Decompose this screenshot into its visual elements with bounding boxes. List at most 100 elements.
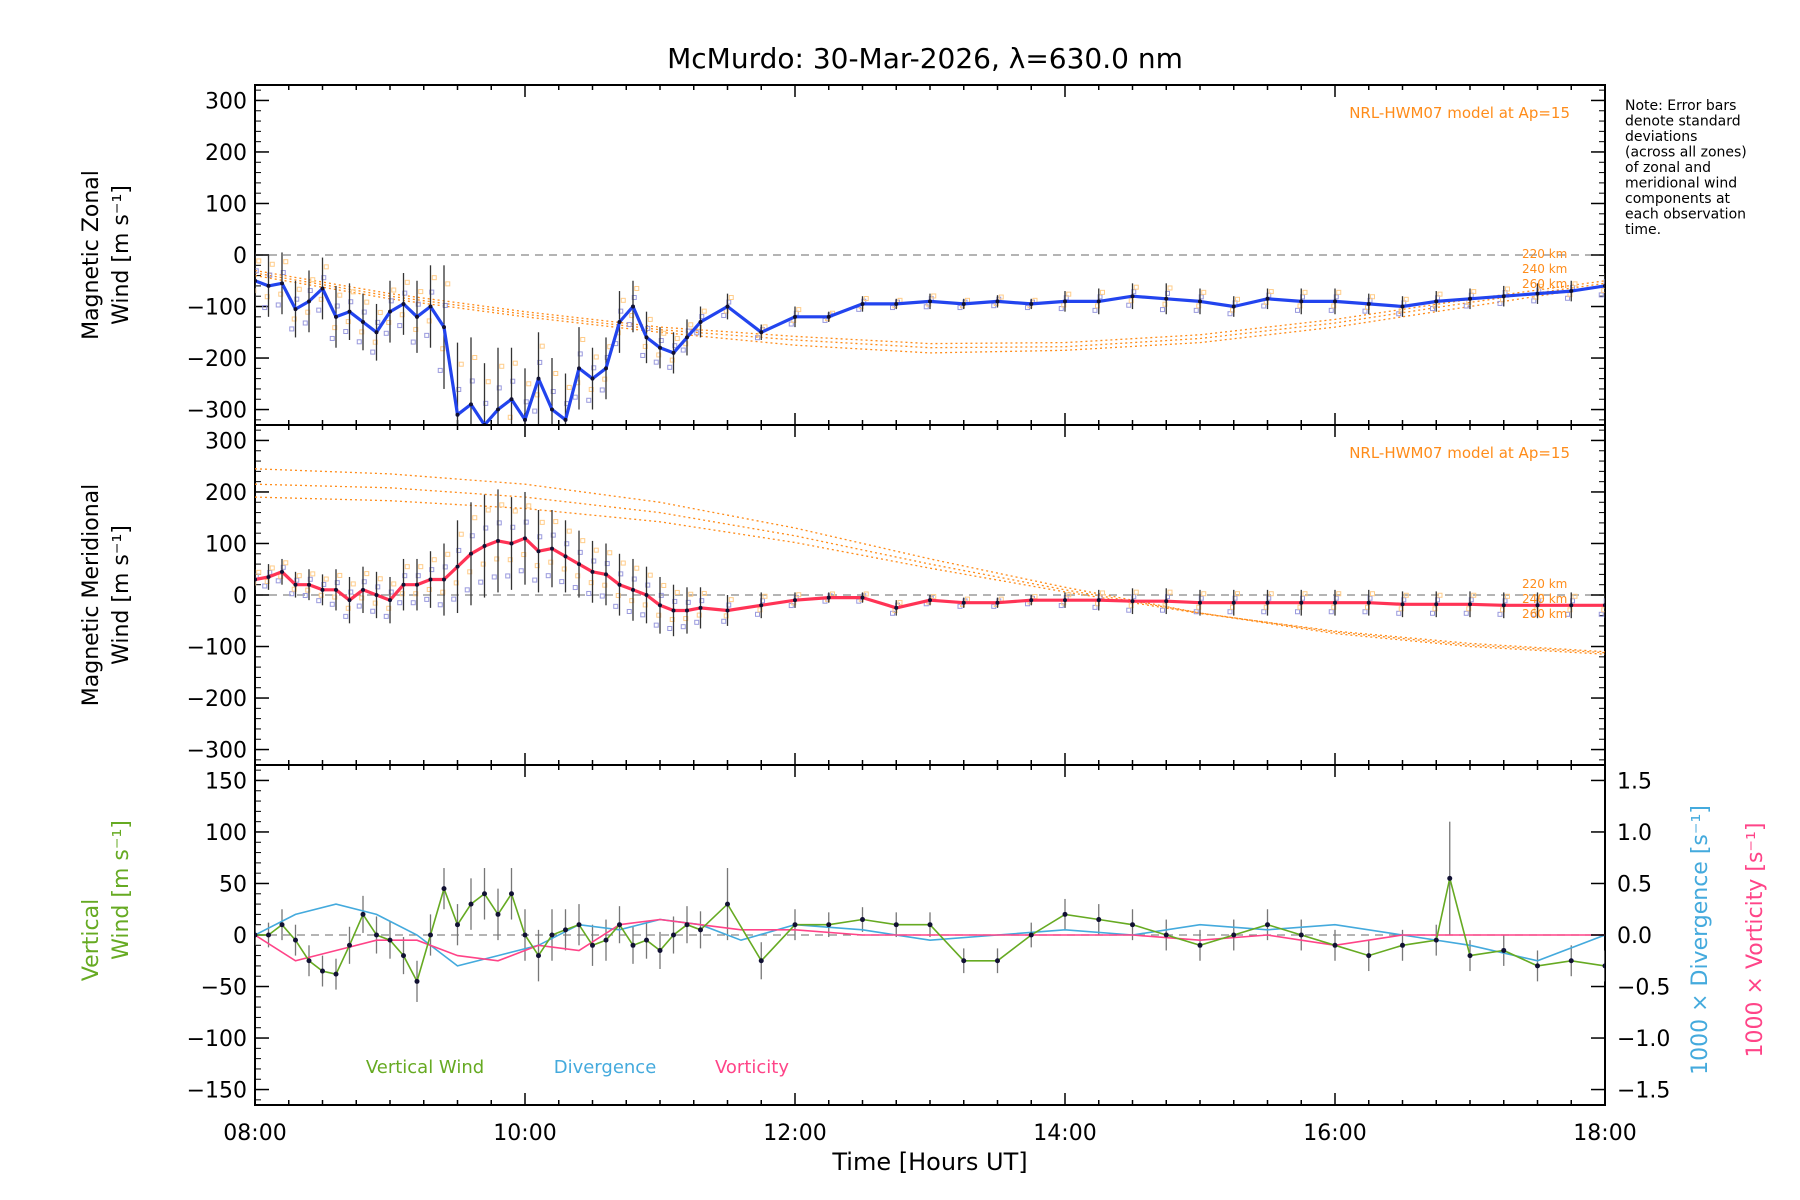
data-point xyxy=(388,598,392,603)
note-line: components at xyxy=(1625,191,1731,207)
data-point xyxy=(1299,600,1304,605)
zone-point xyxy=(669,616,675,622)
zone-point xyxy=(586,397,592,403)
zone-point xyxy=(1297,604,1303,610)
zone-point xyxy=(613,603,619,609)
zone-point xyxy=(1302,591,1308,597)
zone-point xyxy=(1336,591,1342,597)
zone-point xyxy=(602,582,608,588)
data-point xyxy=(576,922,582,928)
data-point xyxy=(523,417,527,422)
data-point xyxy=(347,942,352,948)
zone-point xyxy=(332,594,338,600)
model-label: NRL-HWM07 model at Ap=15 xyxy=(1349,104,1570,122)
zone-point xyxy=(296,573,302,579)
data-point xyxy=(1063,299,1067,304)
data-point xyxy=(1434,299,1439,304)
zone-point xyxy=(440,346,446,352)
zone-point xyxy=(343,329,349,334)
y-axis-label: Magnetic Meridional xyxy=(79,484,104,706)
data-point xyxy=(1603,603,1605,608)
zone-point xyxy=(553,370,559,376)
data-point xyxy=(860,595,865,600)
data-point xyxy=(793,598,797,603)
zone-point xyxy=(645,582,651,588)
zone-point xyxy=(1165,290,1170,296)
zone-point xyxy=(491,574,497,580)
data-point xyxy=(455,564,460,569)
note-line: (across all zones) xyxy=(1625,145,1747,161)
data-point xyxy=(603,937,609,943)
data-point xyxy=(374,593,379,597)
data-point xyxy=(927,922,933,928)
data-point xyxy=(550,546,554,551)
data-point xyxy=(415,314,419,319)
zone-point xyxy=(512,360,518,366)
zone-point xyxy=(1302,289,1308,295)
zone-point xyxy=(506,433,510,437)
data-point xyxy=(563,417,568,422)
zone-point xyxy=(275,302,281,308)
zone-point xyxy=(1198,595,1204,601)
zone-point xyxy=(653,622,659,628)
data-point xyxy=(334,587,338,592)
zone-point xyxy=(526,503,532,509)
data-point xyxy=(469,551,473,556)
zone-point xyxy=(383,330,389,336)
zone-point xyxy=(1165,594,1170,600)
zone-point xyxy=(591,558,597,564)
zone-point xyxy=(481,445,485,449)
zone-point xyxy=(456,386,462,392)
x-axis-label: Time [Hours UT] xyxy=(831,1148,1027,1176)
zone-point xyxy=(561,566,567,572)
zone-point xyxy=(453,580,459,586)
zone-point xyxy=(413,591,419,597)
zone-point xyxy=(580,336,586,342)
data-point xyxy=(1569,289,1574,294)
y-tick-label: 0 xyxy=(233,584,247,609)
zone-point xyxy=(1471,592,1477,598)
zone-point xyxy=(334,580,340,586)
zone-point xyxy=(685,328,691,334)
zone-point xyxy=(607,550,613,556)
zone-point xyxy=(634,285,640,291)
zone-point xyxy=(620,297,626,303)
data-point xyxy=(590,942,595,948)
zone-point xyxy=(429,289,435,295)
zone-point xyxy=(1100,289,1105,295)
zone-point xyxy=(667,625,673,631)
zone-point xyxy=(532,408,538,414)
zone-point xyxy=(256,258,262,264)
zone-point xyxy=(534,392,540,398)
data-point xyxy=(657,947,663,953)
data-point xyxy=(347,309,352,314)
zone-point xyxy=(647,316,653,322)
zone-point xyxy=(345,319,351,325)
zone-point xyxy=(760,598,765,604)
data-point xyxy=(1535,603,1540,608)
data-point xyxy=(374,932,379,938)
y-tick-label: 100 xyxy=(205,192,247,217)
zone-point xyxy=(546,444,550,448)
data-point xyxy=(428,304,433,309)
data-point xyxy=(1164,296,1169,301)
data-point xyxy=(961,600,966,605)
zone-point xyxy=(931,293,937,299)
data-point xyxy=(1096,598,1101,603)
zone-point xyxy=(1092,307,1098,313)
zone-point xyxy=(323,264,329,270)
data-point xyxy=(684,922,690,928)
model-curve xyxy=(255,272,1605,349)
data-point xyxy=(1467,953,1473,959)
data-point xyxy=(590,569,595,574)
data-point xyxy=(496,407,500,412)
zone-point xyxy=(1295,609,1300,615)
data-point xyxy=(671,608,676,613)
zone-point xyxy=(255,288,257,294)
x-tick-label: 14:00 xyxy=(1033,1121,1096,1146)
zone-point xyxy=(1463,610,1469,616)
zone-point xyxy=(372,600,378,606)
zone-point xyxy=(562,434,566,438)
zone-point xyxy=(656,612,662,618)
zone-point xyxy=(437,602,443,608)
